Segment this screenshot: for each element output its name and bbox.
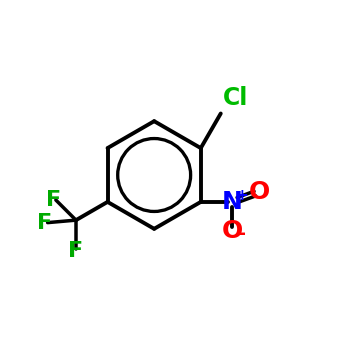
Text: F: F — [46, 190, 61, 210]
Text: N: N — [222, 190, 243, 214]
Text: F: F — [37, 212, 52, 233]
Text: O: O — [249, 180, 271, 204]
Text: F: F — [68, 241, 84, 261]
Text: Cl: Cl — [223, 86, 248, 110]
Text: -: - — [238, 224, 246, 243]
Text: O: O — [222, 219, 243, 243]
Text: +: + — [235, 188, 248, 203]
